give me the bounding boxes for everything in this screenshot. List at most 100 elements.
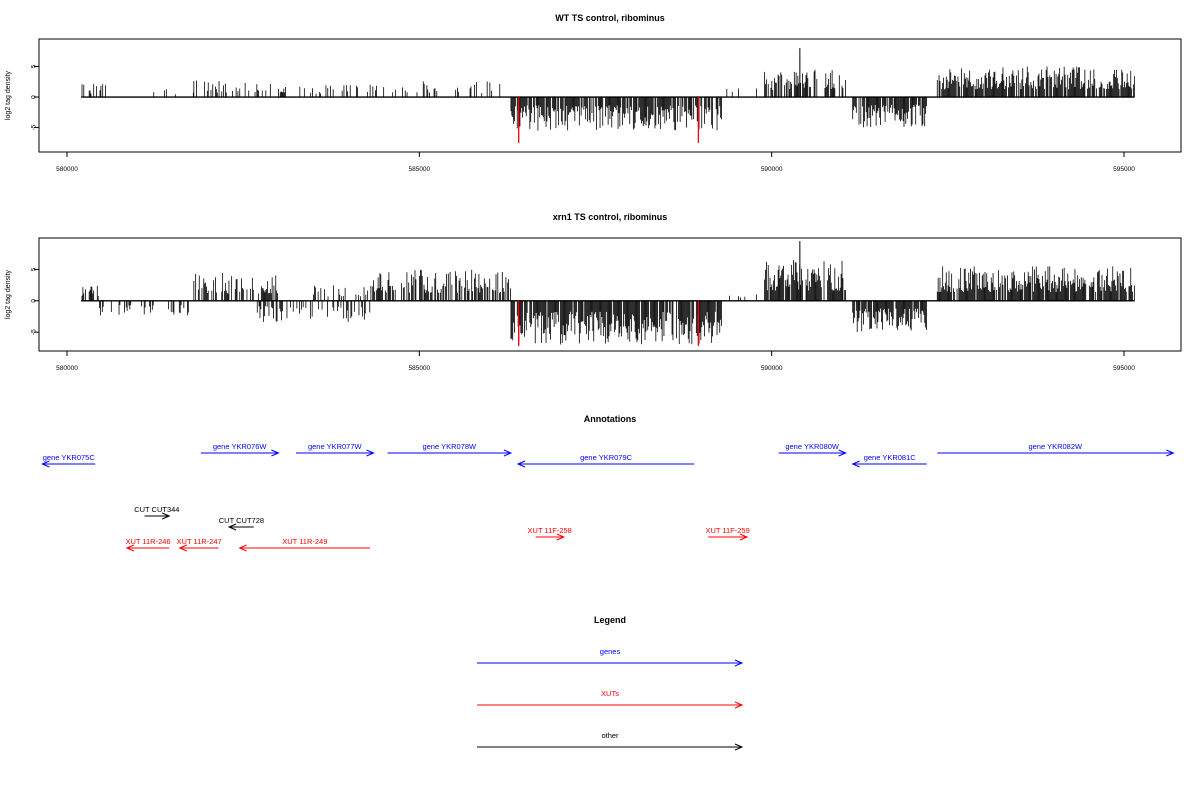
feature-label: gene YKR076W [213,442,268,451]
plot-frame [38,237,1182,352]
arrow-head [838,449,847,457]
plot-frame [38,38,1182,153]
arrow-head [271,449,280,457]
legend-arrow [477,743,744,751]
feature-xut: XUT 11F-258 [528,526,572,541]
legend-label: genes [600,647,621,656]
feature-gene: gene YKR079C [516,453,695,468]
feature-label: CUT CUT344 [134,505,179,514]
feature-label: gene YKR081C [864,453,917,462]
y-tick-label: -5 [31,124,38,130]
feature-arrow [937,449,1175,457]
legend-item-gene: genes [477,647,744,667]
feature-arrow [200,449,280,457]
feature-label: XUT 11R-247 [177,537,222,546]
legend-item-other: other [477,731,744,751]
arrow-head [227,523,237,531]
arrow-head [238,544,247,552]
feature-label: gene YKR080W [785,442,840,451]
signal-panel-1: WT TS control, ribominus log2 tag density… [5,13,1182,173]
feature-label: gene YKR082W [1028,442,1083,451]
feature-arrow [178,544,219,552]
feature-other: CUT CUT344 [134,505,179,520]
feature-arrow [238,544,371,552]
feature-arrow [387,449,513,457]
feature-label: XUT 11F-259 [705,526,749,535]
feature-other: CUT CUT728 [219,516,264,531]
arrow-head [556,533,566,541]
x-tick-label: 590000 [761,166,783,173]
arrow-head [366,449,375,457]
annotations-title: Annotations [584,414,637,424]
y-axis-label: log2 tag density [5,70,12,120]
y-tick-label: 5 [31,64,38,68]
feature-gene: gene YKR078W [387,442,513,457]
feature-arrow [516,460,695,468]
arrow-head [161,512,171,520]
feature-xut: XUT 11R-249 [238,537,371,552]
panel-title: xrn1 TS control, ribominus [553,212,668,222]
feature-label: XUT 11R-246 [125,537,170,546]
legend-arrow [477,659,744,667]
legend-label: XUTs [601,689,619,698]
panel-title: WT TS control, ribominus [555,13,665,23]
arrow-head [734,659,744,667]
legend-title: Legend [594,615,626,625]
feature-gene: gene YKR082W [937,442,1175,457]
y-tick-label: -5 [31,329,38,335]
x-tick-label: 580000 [56,365,78,372]
arrow-head [734,701,744,709]
feature-arrow [227,523,254,531]
feature-label: XUT 11F-258 [528,526,572,535]
y-tick-label: 5 [31,267,38,271]
legend-arrow [477,701,744,709]
x-tick-label: 580000 [56,166,78,173]
signal-bars [81,48,1135,131]
feature-label: gene YKR075C [43,453,96,462]
y-tick-label: 0 [31,95,38,99]
feature-label: CUT CUT728 [219,516,264,525]
signal-panel-2: xrn1 TS control, ribominus log2 tag densi… [5,212,1182,372]
feature-label: gene YKR079C [580,453,633,462]
x-tick-label: 585000 [408,365,430,372]
legend-label: other [601,731,619,740]
x-tick-label: 595000 [1113,166,1135,173]
arrow-head [503,449,513,457]
feature-arrow [778,449,847,457]
feature-arrow [125,544,170,552]
feature-arrow [144,512,171,520]
arrow-head [125,544,135,552]
signal-bars [81,241,1135,345]
feature-xut: XUT 11R-246 [125,537,171,552]
arrow-head [41,460,50,468]
feature-arrow [296,449,375,457]
feature-gene: gene YKR075C [41,453,96,468]
feature-label: gene YKR077W [308,442,363,451]
feature-xut: XUT 11R-247 [177,537,222,552]
feature-label: gene YKR078W [422,442,477,451]
feature-gene: gene YKR081C [851,453,927,468]
legend-item-xut: XUTs [477,689,744,709]
feature-arrow [851,460,927,468]
annotations-track: Annotations gene YKR075C gene YKR076W gene … [41,414,1175,552]
arrow-head [178,544,187,552]
feature-arrow [535,533,566,541]
x-tick-label: 585000 [408,166,430,173]
arrow-head [734,743,744,751]
feature-arrow [708,533,749,541]
x-tick-label: 590000 [761,365,783,372]
feature-gene: gene YKR080W [778,442,847,457]
feature-xut: XUT 11F-259 [705,526,750,541]
arrow-head [1166,449,1175,457]
legend: Legend genes XUTs other [477,615,744,751]
y-axis-label: log2 tag density [5,269,12,319]
feature-gene: gene YKR076W [200,442,280,457]
feature-label: XUT 11R-249 [282,537,327,546]
feature-arrow [41,460,96,468]
feature-gene: gene YKR077W [296,442,375,457]
arrow-head [516,460,526,468]
arrow-head [739,533,749,541]
y-tick-label: 0 [31,299,38,303]
x-tick-label: 595000 [1113,365,1135,372]
